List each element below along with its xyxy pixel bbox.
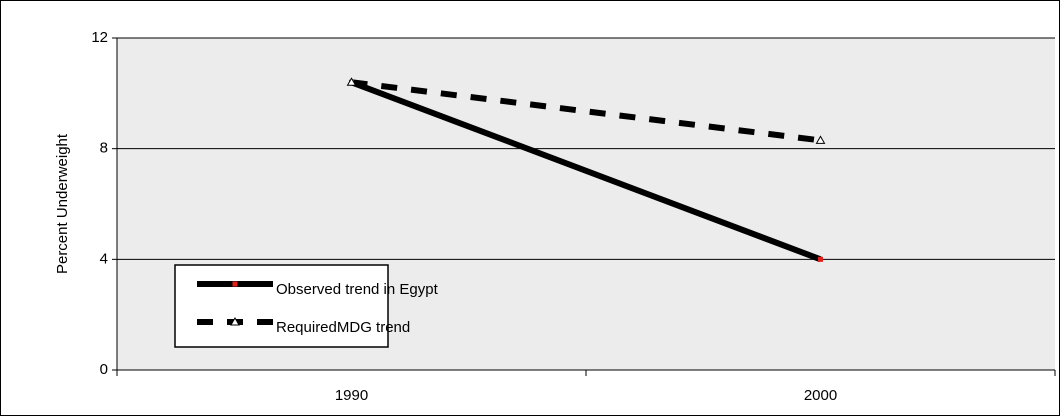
- legend-label: RequiredMDG trend: [276, 319, 410, 336]
- legend: Observed trend in Egypt RequiredMDG trend: [174, 264, 439, 348]
- marker: [230, 316, 240, 326]
- series-line: [351, 79, 821, 144]
- y-tick-label: 8: [100, 140, 108, 157]
- legend-box: [174, 264, 389, 348]
- marker: [232, 281, 238, 287]
- x-tick-label: 2000: [804, 387, 837, 404]
- y-tick-label: 4: [100, 250, 108, 267]
- x-tick-label: 1990: [335, 387, 368, 404]
- marker: [346, 77, 357, 86]
- y-axis-title: Percent Underweight: [54, 133, 71, 274]
- legend-label: Observed trend in Egypt: [276, 281, 439, 298]
- series-line: [350, 79, 822, 263]
- y-tick-label: 12: [91, 29, 108, 46]
- marker: [815, 135, 826, 144]
- marker: [818, 256, 823, 262]
- y-tick-label: 0: [100, 361, 108, 378]
